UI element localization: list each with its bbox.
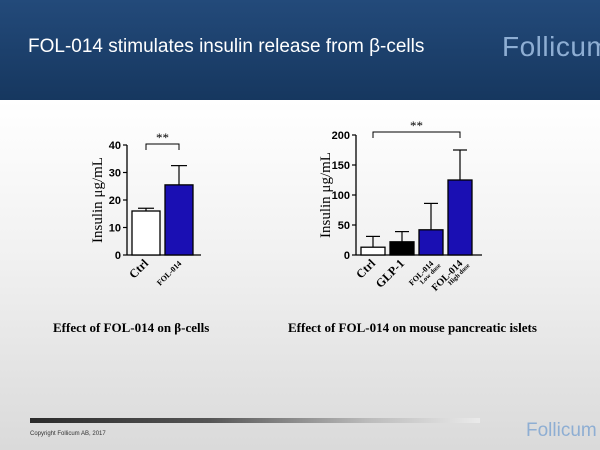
footer-logo: Follicum xyxy=(524,420,597,444)
bar xyxy=(447,179,473,256)
y-tick-label: 200 xyxy=(332,130,350,142)
y-tick-label: 150 xyxy=(332,160,350,172)
bar xyxy=(164,184,194,256)
y-tick-label: 0 xyxy=(344,250,350,262)
significance-label: ** xyxy=(156,130,169,145)
y-tick-label: 30 xyxy=(109,168,121,180)
bar xyxy=(360,246,386,256)
y-axis-label: Insulin μg/mL xyxy=(90,157,106,243)
caption-beta-cells: Effect of FOL-014 on β-cells xyxy=(53,320,210,335)
chart-beta-cells: Insulin μg/mL 0 10 20 30 40 Ctrl FOL-014 ** xyxy=(90,130,201,287)
bar xyxy=(389,241,415,256)
y-tick-label: 40 xyxy=(109,140,121,152)
follicum-logo: Follicum xyxy=(494,27,600,63)
y-tick-label: 50 xyxy=(338,220,350,232)
caption-pancreatic-islets: Effect of FOL-014 on mouse pancreatic is… xyxy=(288,320,537,335)
significance-bracket xyxy=(145,143,180,150)
slide-content xyxy=(0,100,600,450)
y-tick-label: 20 xyxy=(109,195,121,207)
logo-text: Follicum xyxy=(502,31,600,62)
footer-logo-text: Follicum xyxy=(526,420,597,441)
significance-bracket xyxy=(372,131,461,138)
y-tick-label: 10 xyxy=(109,223,121,235)
footer-divider xyxy=(30,418,480,423)
y-axis-label: Insulin μg/mL xyxy=(318,152,334,238)
category-label: GLP-1 xyxy=(373,256,407,290)
category-label: Ctrl xyxy=(126,256,151,281)
slide-title: FOL-014 stimulates insulin release from … xyxy=(28,36,425,57)
category-label: FOL-014 xyxy=(155,259,183,287)
y-tick-label: 100 xyxy=(332,190,350,202)
bar xyxy=(418,229,444,256)
significance-label: ** xyxy=(410,118,423,133)
y-tick-label: 0 xyxy=(115,250,121,262)
copyright-text: Copyright Follicum AB, 2017 xyxy=(30,431,106,437)
bar xyxy=(131,210,161,256)
title-banner: FOL-014 stimulates insulin release from … xyxy=(0,0,600,100)
